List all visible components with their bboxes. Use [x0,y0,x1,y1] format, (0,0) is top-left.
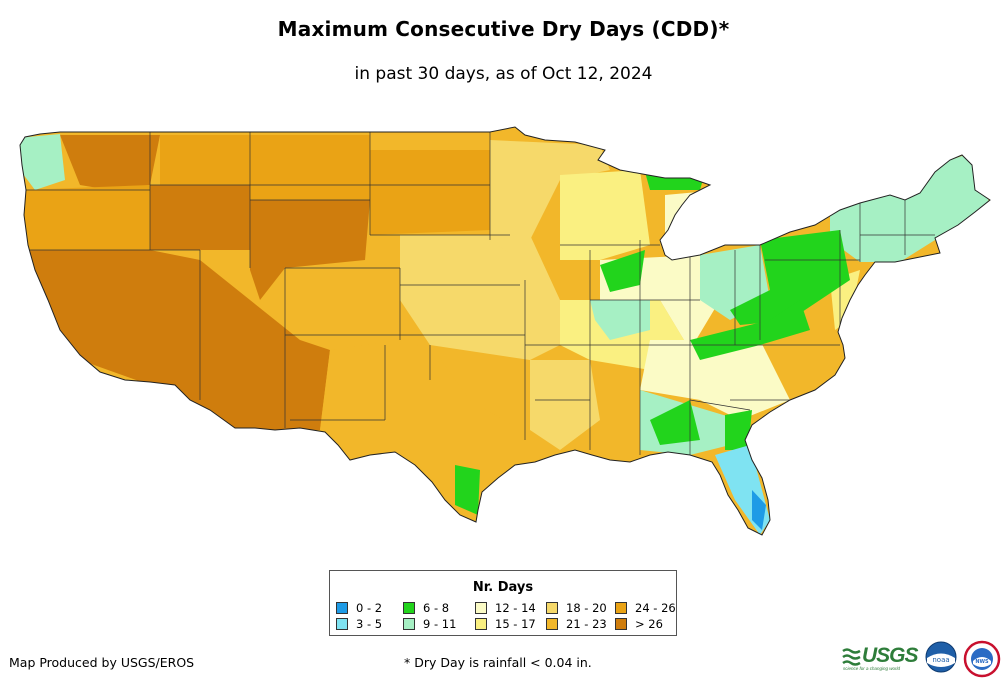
legend-label: 24 - 26 [635,601,676,615]
legend-item: 24 - 26 [615,601,676,615]
legend-label: 3 - 5 [356,617,383,631]
legend-item: 18 - 20 [546,601,607,615]
legend-swatch [615,602,627,614]
legend-item: 9 - 11 [403,617,456,631]
region-9-11-washington-coast [20,134,65,190]
legend-label: 12 - 14 [495,601,536,615]
nws-logo-text: NWS [975,659,989,665]
map-title: Maximum Consecutive Dry Days (CDD)* [277,17,730,41]
legend-swatch [336,602,348,614]
region-15-17-wisconsin [560,170,650,260]
legend-label: 6 - 8 [423,601,450,615]
region-6-8-south-texas [455,465,480,515]
legend-item: 21 - 23 [546,617,607,631]
region-9-11-northeast [830,150,990,262]
region-6-8-iowa-illinois [600,250,645,292]
cdd-color-regions [20,134,990,535]
legend-swatch [336,618,348,630]
region-gt26-southwest [20,240,330,430]
region-gt26-rockies [250,200,370,300]
map-subtitle: in past 30 days, as of Oct 12, 2024 [354,64,653,84]
legend-item: 0 - 2 [336,601,382,615]
legend-swatch [546,602,558,614]
legend-label: 15 - 17 [495,617,536,631]
region-24-26-oregon [20,185,150,250]
legend-label: 18 - 20 [566,601,607,615]
region-24-26-montana [160,135,370,200]
legend-label: > 26 [635,617,663,631]
region-21-23-texas [320,345,540,515]
usgs-tagline: science for a changing world [843,666,901,671]
legend-label: 21 - 23 [566,617,607,631]
usgs-logo-text: USGS [862,644,919,667]
legend-label: 0 - 2 [356,601,383,615]
nws-logo-icon: NWS [963,640,1001,678]
dry-day-footnote: * Dry Day is rainfall < 0.04 in. [404,655,592,670]
legend-item: 12 - 14 [475,601,536,615]
legend-swatch [403,602,415,614]
region-9-11-illinois-south [590,300,650,340]
noaa-logo-icon: noaa [925,641,957,673]
legend-label: 9 - 11 [423,617,457,631]
region-18-20-arkansas [530,360,600,450]
usgs-logo: USGS [842,643,919,669]
region-12-14-michigan [665,190,720,255]
region-6-8-georgia-coast [725,410,752,450]
region-6-8-upper-michigan [645,172,705,190]
legend-swatch [475,618,487,630]
region-24-26-dakotas [370,150,490,235]
region-gt26-northwest [60,135,160,190]
noaa-logo-text: noaa [932,656,949,664]
region-21-23-colorado [285,268,400,350]
legend-swatch [615,618,627,630]
legend-title: Nr. Days [472,580,534,595]
region-gt26-idaho [150,185,250,250]
map-producer-credit: Map Produced by USGS/EROS [9,655,195,670]
usgs-wave-icon [842,648,861,666]
region-18-20-plains [400,235,560,360]
legend-item: 15 - 17 [475,617,536,631]
legend-swatch [546,618,558,630]
legend-swatch [403,618,415,630]
region-0-2-south-florida [752,490,766,530]
legend-box: Nr. Days 0 - 2 3 - 5 6 - 8 9 - 11 12 - 14 15 … [329,570,677,636]
legend-item: 3 - 5 [336,617,382,631]
legend-swatch [475,602,487,614]
legend-item: > 26 [615,617,663,631]
region-6-8-alabama [650,400,700,445]
state-boundaries [25,132,935,455]
region-18-20-minnesota [490,140,610,260]
legend-item: 6 - 8 [403,601,449,615]
